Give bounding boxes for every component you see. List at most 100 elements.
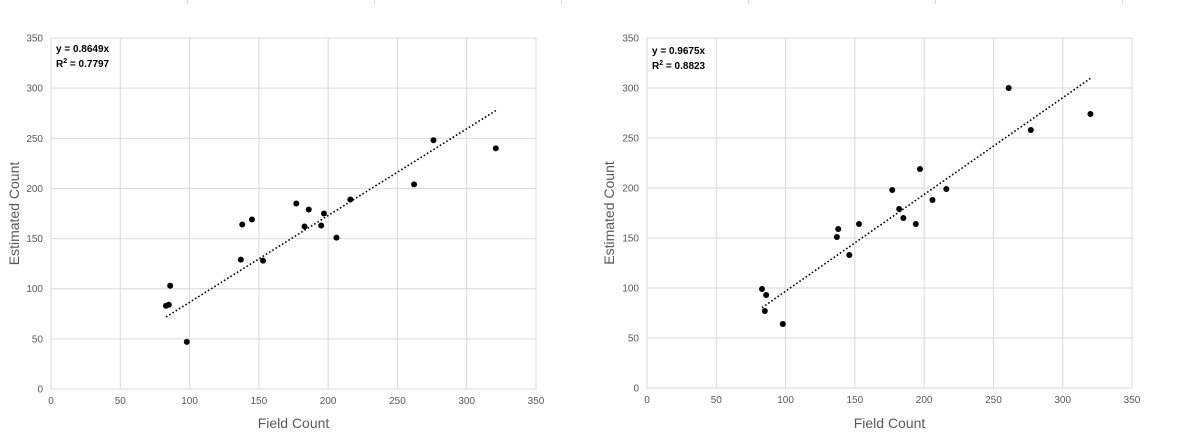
chart-2-data-point (929, 197, 936, 203)
chart-2-x-tick-label: 300 (1054, 395, 1071, 406)
chart-1-y-tick-label: 300 (26, 84, 43, 95)
chart-2-trendline (761, 77, 1091, 309)
chart-2-data-point (943, 186, 950, 192)
chart-2-trendline-equation: y = 0.9675x (652, 46, 706, 57)
chart-1-y-tick-label: 0 (37, 385, 43, 396)
chart-1-data-point (260, 257, 267, 264)
chart-2-data-point (916, 166, 923, 172)
chart-2-x-tick-label: 100 (777, 395, 794, 406)
chart-1-data-point (165, 301, 172, 308)
chart-1-y-axis-title: Estimated Count (6, 162, 22, 266)
chart-1-plot-area (50, 37, 537, 390)
chart-1-data-point (411, 181, 418, 188)
chart-2-points (759, 85, 1094, 327)
chart-2-r-squared-value: = 0.8823 (663, 61, 705, 72)
chart-2-x-tick-label: 0 (644, 395, 650, 406)
chart-2-data-point (912, 221, 919, 227)
chart-1-trendline-equation: y = 0.8649x (56, 44, 110, 55)
chart-1-x-tick-label: 300 (458, 396, 475, 407)
chart-2-y-tick-label: 100 (622, 284, 639, 295)
chart-1-x-tick-label: 0 (48, 396, 54, 407)
chart-2-y-tick-label: 350 (622, 34, 639, 45)
scatter-chart-2[interactable]: 0 50 100 150 200 250 300 350 0 50 100 150 200 250 300… (594, 0, 1188, 434)
chart-1-data-point (347, 196, 354, 203)
chart-1-x-axis-title: Field Count (258, 415, 330, 431)
chart-1-x-tick-labels: 0 50 100 150 200 250 300 350 (48, 396, 545, 407)
chart-1-y-tick-label: 200 (26, 184, 43, 195)
chart-1-trendline-group (165, 109, 497, 318)
chart-2-data-point (835, 226, 842, 232)
chart-2-data-point (761, 308, 768, 314)
chart-2-data-point (1027, 127, 1034, 133)
chart-1-data-point (318, 222, 325, 229)
chart-1-x-tick-label: 200 (320, 396, 337, 407)
chart-1-y-tick-label: 50 (32, 334, 44, 345)
scatter-chart-1[interactable]: 0 50 100 150 200 250 300 350 0 50 100 150 200 250 300… (0, 0, 594, 434)
chart-2-x-axis-title: Field Count (854, 415, 926, 431)
chart-2-data-point (763, 292, 770, 298)
chart-2-data-point (779, 321, 786, 327)
chart-2-y-tick-labels: 0 50 100 150 200 250 300 350 (622, 34, 639, 395)
chart-2-y-axis-title: Estimated Count (601, 161, 617, 265)
chart-1-data-point (305, 206, 312, 213)
chart-1-data-point (293, 200, 300, 207)
chart-2-r-squared: R2 = 0.8823 (652, 60, 706, 72)
chart-2-data-point (846, 252, 853, 258)
chart-1-plot-border (50, 37, 537, 390)
chart-2-data-point (896, 206, 903, 212)
chart-2-y-tick-label: 0 (633, 384, 639, 395)
chart-1-points (163, 137, 499, 345)
chart-2-y-tick-label: 300 (622, 84, 639, 95)
chart-2-data-point (889, 187, 896, 193)
chart-1-data-point (183, 338, 190, 345)
chart-2-x-tick-label: 200 (916, 395, 933, 406)
chart-1-gridlines (50, 37, 537, 390)
chart-1-x-tick-label: 350 (528, 396, 545, 407)
chart-1-x-tick-label: 100 (181, 396, 198, 407)
chart-1-x-tick-label: 50 (115, 396, 127, 407)
chart-2-data-point (1005, 85, 1012, 91)
chart-1-y-tick-labels: 0 50 100 150 200 250 300 350 (26, 34, 43, 396)
chart-2-data-point (833, 234, 840, 240)
chart-1-data-point (237, 256, 244, 263)
chart-2-x-tick-label: 350 (1124, 395, 1141, 406)
chart-2-r-squared-exponent: 2 (659, 60, 663, 67)
chart-2-svg: 0 50 100 150 200 250 300 350 0 50 100 150 200 250 300… (601, 34, 1141, 432)
chart-1-r-squared: R2 = 0.7797 (56, 58, 110, 70)
chart-1-y-tick-label: 250 (26, 134, 43, 145)
sheet-column-divider-strip (0, 0, 1188, 4)
chart-2-y-tick-label: 200 (622, 184, 639, 195)
chart-2-plot-area (646, 37, 1133, 389)
chart-1-y-tick-label: 350 (26, 34, 43, 45)
chart-1-x-tick-label: 150 (251, 396, 268, 407)
chart-1-y-tick-label: 150 (26, 234, 43, 245)
chart-2-gridlines (646, 37, 1133, 389)
chart-2-x-tick-label: 250 (985, 395, 1002, 406)
chart-2-y-tick-label: 250 (622, 134, 639, 145)
chart-1-r-squared-label: R (56, 59, 64, 70)
chart-2-y-tick-label: 50 (628, 334, 640, 345)
chart-1-data-point (239, 221, 246, 228)
chart-1-data-point (248, 216, 255, 223)
chart-1-r-squared-exponent: 2 (63, 58, 67, 65)
chart-1-data-point (430, 137, 437, 144)
chart-1-data-point (301, 223, 308, 230)
chart-1-x-tick-label: 250 (389, 396, 406, 407)
chart-1-data-point (320, 210, 327, 217)
chart-2-data-point (900, 215, 907, 221)
chart-1-data-point (333, 234, 340, 241)
chart-2-y-tick-label: 150 (622, 234, 639, 245)
chart-1-r-squared-value: = 0.7797 (67, 59, 109, 70)
chart-2-x-tick-label: 50 (711, 395, 723, 406)
chart-2-x-tick-label: 150 (847, 395, 864, 406)
chart-1-trendline (165, 109, 497, 318)
chart-2-data-point (759, 286, 766, 292)
chart-1-data-point (492, 145, 499, 152)
chart-2-data-point (1087, 111, 1094, 117)
chart-2-plot-border (646, 37, 1133, 389)
chart-2-trendline-group (761, 77, 1091, 309)
chart-2-data-point (856, 221, 863, 227)
chart-1-svg: 0 50 100 150 200 250 300 350 0 50 100 150 200 250 300… (6, 34, 545, 432)
chart-1-y-tick-label: 100 (26, 284, 43, 295)
chart-1-data-point (167, 282, 174, 289)
